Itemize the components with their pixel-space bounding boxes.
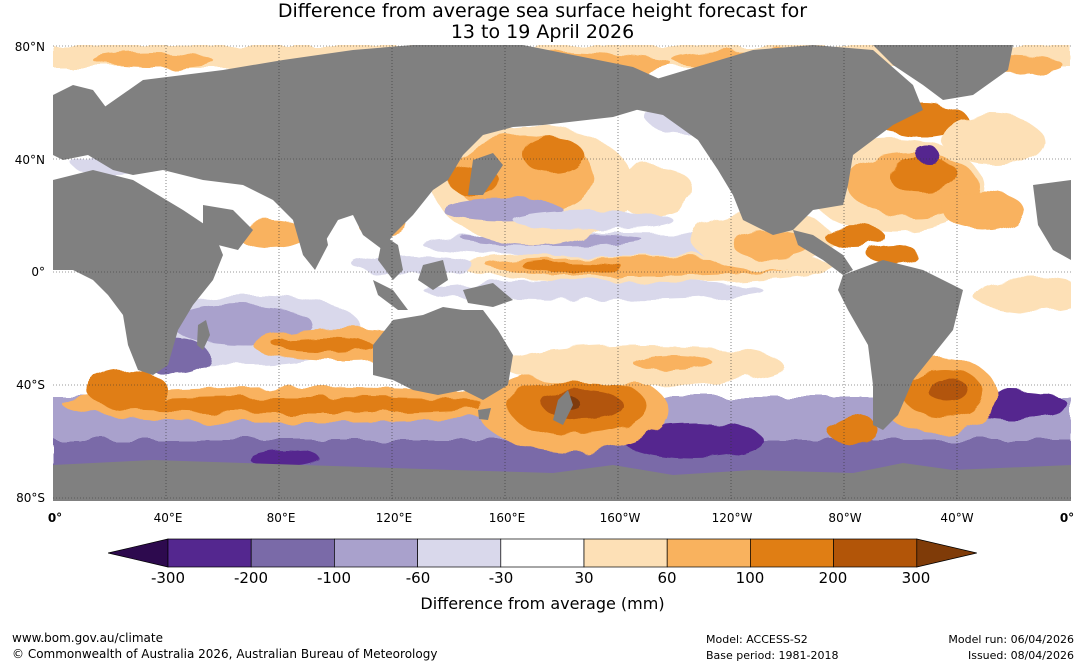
colorbar [108,538,977,568]
colorbar-segment [833,538,918,568]
footer-website: www.bom.gov.au/climate [12,631,163,645]
colorbar-arrow-high [916,538,977,568]
sea-surface-height-map [53,45,1071,501]
lon-label-80e: 80°E [266,511,296,525]
colorbar-tick-label: -60 [405,569,431,587]
map-title-line1: Difference from average sea surface heig… [277,0,808,22]
colorbar-tick-label: 300 [901,569,931,587]
colorbar-tick-label: -200 [233,569,269,587]
greenland [873,45,1013,100]
lat-label-80s: 80°S [16,491,45,505]
madagascar [197,320,210,350]
colorbar-tick-label: 200 [818,569,848,587]
africa [53,170,223,375]
lat-label-80n: 80°N [14,40,45,54]
land-masses [53,45,1071,501]
eurasia [53,45,673,250]
footer-model-run: Model run: 06/04/2026 [948,633,1074,646]
colorbar-segment [583,538,668,568]
footer-base-period: Base period: 1981-2018 [706,649,839,662]
colorbar-tick-label: 100 [735,569,765,587]
borneo [418,260,448,290]
tasmania [478,408,491,420]
antarctica [53,460,1071,501]
map-title-line2: 13 to 19 April 2026 [450,21,635,43]
graticule [53,45,1071,501]
lon-label-120w: 120°W [711,511,753,525]
footer-model: Model: ACCESS-S2 [706,633,808,646]
japan [468,153,503,195]
colorbar-tick-label: -30 [488,569,514,587]
lon-label-0-right: 0° [1059,511,1075,525]
colorbar-segment [417,538,502,568]
australia [373,307,513,400]
new-zealand [553,390,573,425]
colorbar-tick-label: 30 [574,569,594,587]
central-america [793,230,853,275]
north-america [613,45,923,235]
colorbar-segment [334,538,418,568]
lon-label-160e: 160°E [488,511,526,525]
scandinavia [53,85,108,140]
footer-copyright: © Commonwealth of Australia 2026, Austra… [12,647,438,661]
western-africa-east-edge [1033,180,1071,260]
colorbar-tick-label: 60 [657,569,677,587]
colorbar-tick-label: -300 [150,569,186,587]
colorbar-tick-label: -100 [316,569,352,587]
lon-label-40w: 40°W [940,511,974,525]
southeast-asia [378,235,403,280]
colorbar-segment [167,538,252,568]
lat-label-40s: 40°S [16,378,45,392]
lon-label-0-left: 0° [47,511,63,525]
lon-label-160w: 160°W [599,511,641,525]
colorbar-arrow-low [108,538,169,568]
lat-label-40n: 40°N [14,153,45,167]
colorbar-segment [250,538,335,568]
lat-label-equator: 0° [31,265,45,279]
lon-label-120e: 120°E [375,511,413,525]
lon-label-40e: 40°E [153,511,183,525]
colorbar-segments [108,538,977,568]
sumatra [373,280,408,310]
colorbar-title: Difference from average (mm) [420,594,665,613]
colorbar-segment [666,538,751,568]
arabia [203,205,253,250]
footer-issued: Issued: 08/04/2026 [967,649,1074,662]
colorbar-segment [500,538,585,568]
new-guinea [463,283,513,307]
lon-label-80w: 80°W [828,511,862,525]
india [293,220,328,270]
colorbar-segment [750,538,834,568]
south-america [838,260,963,430]
